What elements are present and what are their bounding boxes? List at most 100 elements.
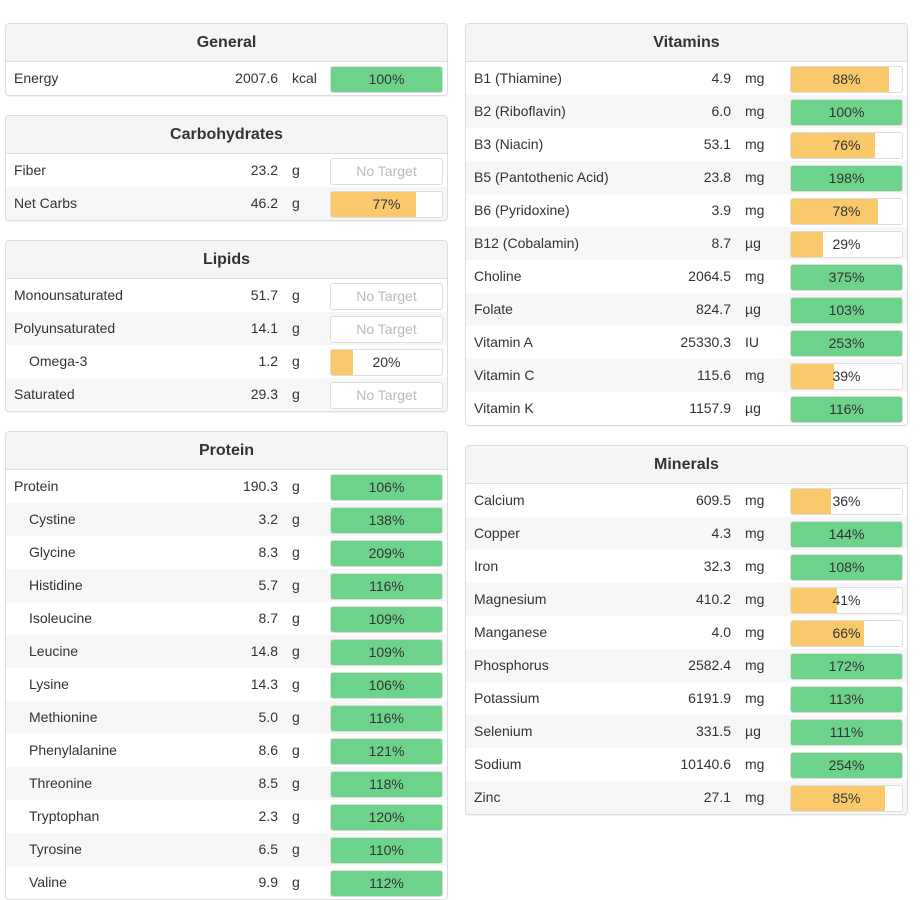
target-percent: 209% [368,545,405,561]
nutrient-unit: g [292,544,300,560]
target-percent: 41% [832,592,861,608]
target-percent: 66% [832,625,861,641]
nutrient-unit: mg [745,756,765,772]
target-progress-bar: 100% [330,66,443,93]
target-progress-bar: 116% [330,705,443,732]
vitamins-panel: Vitamins B1 (Thiamine) 4.9 mg 88% B2 (Ribofla… [465,23,908,426]
nutrient-name: B6 (Pyridoxine) [474,202,570,218]
nutrient-unit: g [292,874,300,890]
target-progress-bar: 100% [790,99,903,126]
progress-fill [791,232,824,257]
nutrient-name: Potassium [474,690,540,706]
progress-fill [331,192,417,217]
target-percent: 112% [369,875,404,891]
nutrient-unit: g [292,610,300,626]
nutrient-row: Fiber 23.2 g No Target [6,154,447,187]
nutrient-unit: mg [745,558,765,574]
nutrient-name: Valine [29,874,67,890]
target-progress-bar: 41% [790,587,903,614]
target-progress-bar: 106% [330,474,443,501]
target-progress-bar: 78% [790,198,903,225]
protein-panel: Protein Protein 190.3 g 106% Cystine 3.2 g 138% G… [5,431,448,900]
nutrient-amount: 27.1 [703,789,731,805]
nutrient-unit: mg [745,690,765,706]
nutrient-amount: 51.7 [250,287,278,303]
target-percent: 106% [368,677,405,693]
nutrient-row: Copper 4.3 mg 144% [466,517,907,550]
target-progress-bar: 172% [790,653,903,680]
target-progress-bar: 116% [790,396,903,423]
target-percent: 254% [828,757,865,773]
nutrient-name: Vitamin A [474,334,533,350]
progress-fill [331,673,442,698]
nutrient-amount: 190.3 [242,478,278,494]
target-progress-bar: 111% [790,719,903,746]
nutrient-row: Vitamin C 115.6 mg 39% [466,359,907,392]
progress-fill [791,522,902,547]
nutrient-amount: 32.3 [703,558,731,574]
nutrient-row: Vitamin K 1157.9 µg 116% [466,392,907,425]
nutrient-unit: µg [745,301,761,317]
nutrient-row: Polyunsaturated 14.1 g No Target [6,312,447,345]
nutrient-unit: g [292,386,300,402]
target-percent: 76% [832,137,861,153]
carbohydrates-title: Carbohydrates [6,116,447,154]
progress-fill [331,640,442,665]
nutrient-unit: mg [745,367,765,383]
target-progress-bar: 106% [330,672,443,699]
progress-fill [331,805,442,830]
nutrient-row: B3 (Niacin) 53.1 mg 76% [466,128,907,161]
nutrient-amount: 8.7 [711,235,731,251]
nutrient-name: Zinc [474,789,501,805]
nutrient-name: Sodium [474,756,522,772]
nutrient-name: Phenylalanine [29,742,117,758]
nutrient-amount: 25330.3 [680,334,731,350]
nutrient-name: Threonine [29,775,93,791]
nutrient-unit: µg [745,723,761,739]
nutrient-unit: mg [745,136,765,152]
target-percent: 100% [368,71,405,87]
nutrient-name: Cystine [29,511,76,527]
nutrient-amount: 2.3 [258,808,278,824]
nutrient-name: Magnesium [474,591,547,607]
target-percent: 116% [369,710,404,726]
nutrient-unit: g [292,511,300,527]
nutrient-unit: kcal [292,70,317,86]
progress-fill [791,786,886,811]
target-progress-bar: 144% [790,521,903,548]
progress-fill [331,508,442,533]
nutrient-name: Fiber [14,162,46,178]
nutrient-unit: g [292,643,300,659]
progress-fill [791,265,902,290]
nutrient-row: Omega-3 1.2 g 20% [6,345,447,378]
nutrient-row: Net Carbs 46.2 g 77% [6,187,447,220]
nutrient-amount: 2007.6 [235,70,278,86]
nutrient-row: Tryptophan 2.3 g 120% [6,800,447,833]
progress-fill [331,574,442,599]
nutrient-name: Monounsaturated [14,287,123,303]
nutrient-row: Isoleucine 8.7 g 109% [6,602,447,635]
target-progress-bar: 109% [330,606,443,633]
nutrient-unit: mg [745,70,765,86]
target-progress-bar: 76% [790,132,903,159]
progress-fill [791,555,902,580]
nutrient-name: Calcium [474,492,525,508]
target-progress-bar: 198% [790,165,903,192]
nutrient-row: Glycine 8.3 g 209% [6,536,447,569]
nutrient-amount: 8.5 [258,775,278,791]
nutrient-amount: 23.8 [703,169,731,185]
target-progress-bar: 112% [330,870,443,897]
target-progress-bar: 20% [330,349,443,376]
nutrient-unit: g [292,709,300,725]
target-progress-bar: 66% [790,620,903,647]
nutrient-amount: 8.7 [258,610,278,626]
target-progress-bar: 85% [790,785,903,812]
nutrient-name: Polyunsaturated [14,320,116,336]
nutrient-name: Phosphorus [474,657,549,673]
target-progress-bar: 103% [790,297,903,324]
target-progress-bar: No Target [330,382,443,409]
target-progress-bar: 209% [330,540,443,567]
nutrient-unit: mg [745,624,765,640]
target-progress-bar: 375% [790,264,903,291]
general-panel: General Energy 2007.6 kcal 100% [5,23,448,96]
